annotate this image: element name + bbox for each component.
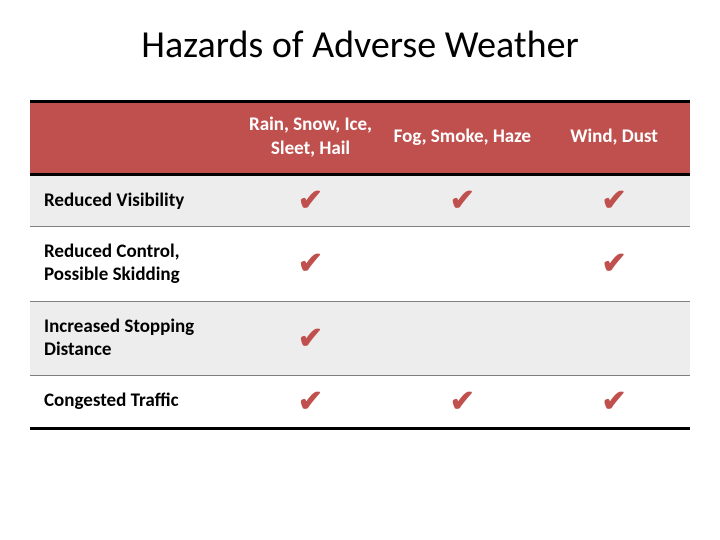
check-icon: ✔ — [450, 383, 475, 420]
table-cell: ✔ — [235, 227, 387, 302]
table-header-col-1: Rain, Snow, Ice, Sleet, Hail — [235, 102, 387, 175]
table-cell: ✔ — [538, 227, 690, 302]
table-cell — [386, 301, 538, 376]
table-row: Reduced Visibility ✔ ✔ ✔ — [30, 174, 690, 227]
table-header-col-3: Wind, Dust — [538, 102, 690, 175]
check-icon: ✔ — [450, 182, 475, 219]
table-cell: ✔ — [235, 301, 387, 376]
table-cell: ✔ — [538, 376, 690, 429]
table-header-col-2: Fog, Smoke, Haze — [386, 102, 538, 175]
table-row: Reduced Control, Possible Skidding ✔ ✔ — [30, 227, 690, 302]
page-title: Hazards of Adverse Weather — [30, 22, 690, 68]
table-cell — [386, 227, 538, 302]
table-cell: ✔ — [386, 376, 538, 429]
table-cell — [538, 301, 690, 376]
table-cell: ✔ — [386, 174, 538, 227]
slide: Hazards of Adverse Weather Rain, Snow, I… — [0, 0, 720, 540]
table-row: Congested Traffic ✔ ✔ ✔ — [30, 376, 690, 429]
check-icon: ✔ — [298, 182, 323, 219]
check-icon: ✔ — [602, 182, 627, 219]
table-header-row: Rain, Snow, Ice, Sleet, Hail Fog, Smoke,… — [30, 102, 690, 175]
table-body: Reduced Visibility✔✔✔Reduced Control, Po… — [30, 174, 690, 429]
check-icon: ✔ — [602, 383, 627, 420]
row-label: Reduced Control, Possible Skidding — [30, 227, 235, 302]
check-icon: ✔ — [298, 320, 323, 357]
row-label: Reduced Visibility — [30, 174, 235, 227]
check-icon: ✔ — [298, 383, 323, 420]
hazards-table: Rain, Snow, Ice, Sleet, Hail Fog, Smoke,… — [30, 100, 690, 430]
table-cell: ✔ — [538, 174, 690, 227]
table-cell: ✔ — [235, 174, 387, 227]
row-label: Congested Traffic — [30, 376, 235, 429]
table-row: Increased Stopping Distance ✔ — [30, 301, 690, 376]
check-icon: ✔ — [602, 245, 627, 282]
check-icon: ✔ — [298, 245, 323, 282]
table-header-blank — [30, 102, 235, 175]
row-label: Increased Stopping Distance — [30, 301, 235, 376]
table-cell: ✔ — [235, 376, 387, 429]
